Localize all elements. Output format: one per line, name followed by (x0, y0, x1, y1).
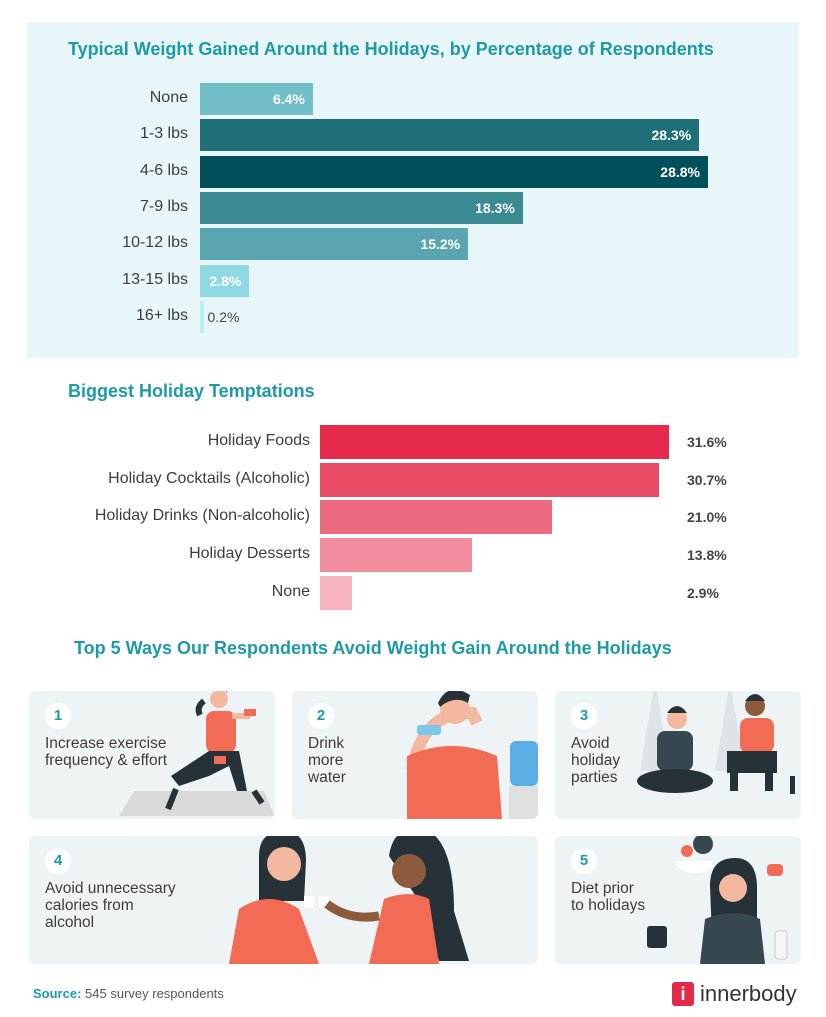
way-number: 1 (45, 703, 71, 729)
bar-value-label: 31.6% (687, 434, 727, 450)
bar (320, 425, 669, 459)
source-note: Source: 545 survey respondents (33, 986, 224, 1001)
way-text: Avoid holiday parties (571, 735, 621, 786)
bar-value-label: 6.4% (272, 91, 305, 107)
ways-title: Top 5 Ways Our Respondents Avoid Weight … (74, 638, 672, 658)
drinking-water-illustration (406, 691, 538, 819)
bar-category-label: 1-3 lbs (139, 125, 188, 143)
way-card-4: 4 Avoid unnecessary calories from alcoho… (29, 836, 538, 964)
way-card-2: 2 Drink more water (292, 691, 538, 819)
bar-category-label: 10-12 lbs (122, 234, 188, 252)
way-card-1: 1 Increase exercise frequency & effort (29, 691, 275, 819)
bar-value-label: 28.3% (651, 127, 692, 144)
way-number: 5 (571, 848, 597, 874)
exercise-illustration (119, 691, 274, 816)
party-illustration (637, 691, 795, 794)
bar (200, 83, 313, 115)
bar (200, 155, 708, 188)
source-label: Source: (33, 986, 82, 1001)
bar (320, 538, 473, 573)
way-text: Avoid unnecessary calories from alcohol (45, 880, 176, 931)
bar-category-label: None (149, 89, 188, 106)
chart1-title: Typical Weight Gained Around the Holiday… (68, 39, 714, 59)
bar-value-label: 30.7% (687, 471, 727, 488)
bar-value-label: 2.9% (687, 584, 719, 601)
way-card-3: 3 Avoid holiday parties (555, 691, 801, 819)
bar-category-label: 13-15 lbs (122, 270, 188, 288)
source-text: 545 survey respondents (85, 986, 224, 1001)
way-text: Increase exercise frequency & effort (45, 735, 168, 769)
bar (320, 500, 552, 535)
bar-value-label: 15.2% (420, 236, 461, 253)
bar-value-label: 13.8% (687, 547, 727, 564)
bar (200, 300, 204, 333)
bar (200, 264, 250, 297)
logo-mark-icon: i (672, 982, 694, 1006)
bar-category-label: 7-9 lbs (139, 197, 188, 215)
bar-value-label: 28.8% (660, 163, 700, 180)
bar (200, 119, 700, 152)
bar-category-label: Holiday Cocktails (Alcoholic) (108, 469, 310, 487)
bar-value-label: 0.2% (207, 308, 240, 325)
way-number: 2 (308, 703, 334, 729)
way-text: Diet prior to holidays (571, 880, 646, 914)
bar (200, 191, 523, 224)
bar-category-label: Holiday Desserts (189, 545, 310, 563)
bar-value-label: 2.8% (209, 272, 242, 289)
bar (320, 462, 660, 497)
way-text: Drink more water (308, 735, 346, 786)
bar-value-label: 21.0% (687, 509, 727, 526)
logo-wordmark: innerbody (700, 981, 797, 1006)
way-number: 4 (45, 848, 71, 874)
bar-value-label: 18.3% (475, 199, 515, 216)
way-card-5: 5 Diet prior to holidays (555, 836, 801, 964)
bar-category-label: Holiday Foods (207, 432, 310, 449)
bar-category-label: None (271, 582, 310, 600)
bar-category-label: Holiday Drinks (Non-alcoholic) (94, 507, 310, 525)
bar (320, 575, 353, 610)
diet-illustration (647, 836, 788, 964)
way-number: 3 (571, 703, 597, 729)
weight-gain-panel (27, 22, 799, 358)
chart2-title: Biggest Holiday Temptations (68, 381, 315, 401)
innerbody-logo[interactable]: i innerbody (672, 981, 797, 1007)
bar-category-label: 16+ lbs (135, 306, 188, 324)
bar (200, 228, 469, 261)
bar-category-label: 4-6 lbs (139, 161, 188, 179)
toasting-illustration (229, 836, 469, 964)
